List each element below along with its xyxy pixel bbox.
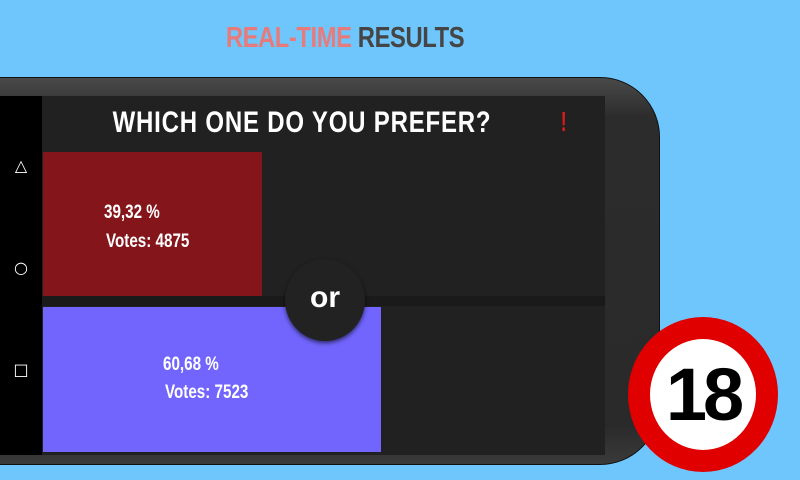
option-1-votes: Votes: 4875 [106,231,190,252]
option-2-votes: Votes: 7523 [165,382,249,403]
headline-results: RESULTS [357,22,465,54]
question-title: WHICH ONE DO YOU PREFER? [112,106,492,139]
home-circle-icon[interactable]: ○ [14,258,28,277]
recents-square-icon[interactable]: □ [13,360,29,379]
report-button[interactable]: ! [560,106,567,137]
age-18-badge-icon: 18 [628,317,778,472]
app-screen: WHICH ONE DO YOU PREFER? ! 39,32 % Votes… [42,96,605,455]
headline: REAL-TIME RESULTS [62,22,628,55]
option-1-percent: 39,32 % [104,202,160,223]
android-nav-bar: △ ○ □ [0,96,42,455]
badge-label: 18 [650,339,756,450]
or-separator: or [285,259,365,341]
back-triangle-icon[interactable]: △ [14,156,28,175]
option-1-result-bar[interactable]: 39,32 % Votes: 4875 [43,152,262,296]
headline-realtime: REAL-TIME [225,22,352,54]
option-2-percent: 60,68 % [163,354,219,375]
